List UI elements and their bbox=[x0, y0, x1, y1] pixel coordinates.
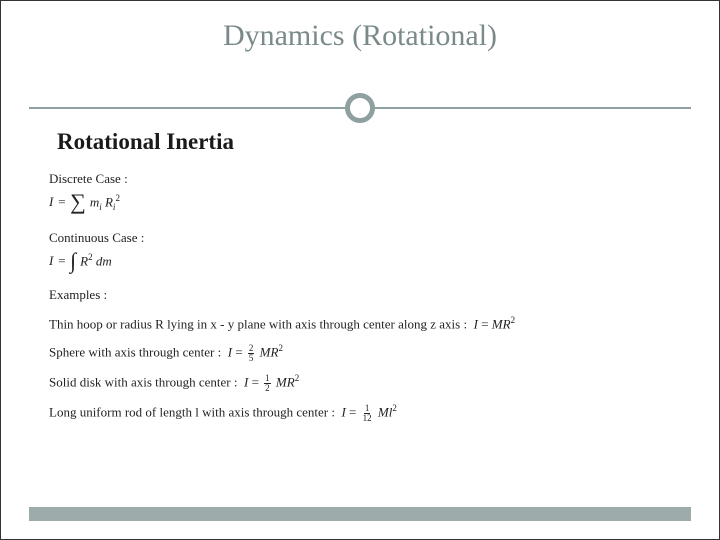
formula-lhs: I bbox=[228, 345, 232, 360]
discrete-formula: I = ∑ mi Ri2 bbox=[49, 193, 679, 212]
frac-den: 2 bbox=[264, 384, 271, 393]
formula-lhs: I bbox=[341, 404, 345, 419]
equals-sign: = bbox=[349, 404, 356, 419]
fraction: 1 2 bbox=[264, 374, 271, 393]
sup-2: 2 bbox=[278, 343, 283, 353]
content-area: Discrete Case : I = ∑ mi Ri2 Continuous … bbox=[49, 171, 679, 433]
continuous-formula: I = ∫ R2 dm bbox=[49, 252, 679, 269]
title-divider bbox=[1, 93, 719, 123]
slide: Dynamics (Rotational) Rotational Inertia… bbox=[0, 0, 720, 540]
sub-i: i bbox=[99, 202, 102, 212]
formula-lhs: I bbox=[244, 375, 248, 390]
equals-sign: = bbox=[252, 375, 259, 390]
sup-2: 2 bbox=[295, 373, 300, 383]
formula-rhs: mi Ri2 bbox=[90, 193, 120, 212]
frac-den: 12 bbox=[362, 414, 373, 423]
term-dm: dm bbox=[96, 253, 112, 268]
example-text: Solid disk with axis through center : bbox=[49, 375, 237, 390]
term-r: R bbox=[105, 194, 113, 209]
frac-den: 5 bbox=[248, 354, 255, 363]
term-m: m bbox=[90, 194, 99, 209]
section-subtitle: Rotational Inertia bbox=[57, 129, 234, 155]
footer-accent-bar bbox=[29, 507, 691, 521]
examples-label: Examples : bbox=[49, 287, 679, 303]
term-mr: MR bbox=[492, 317, 511, 332]
discrete-label: Discrete Case : bbox=[49, 171, 679, 187]
example-hoop: Thin hoop or radius R lying in x - y pla… bbox=[49, 315, 679, 333]
example-rod: Long uniform rod of length l with axis t… bbox=[49, 403, 679, 423]
equals-sign: = bbox=[57, 253, 66, 269]
example-text: Thin hoop or radius R lying in x - y pla… bbox=[49, 317, 467, 332]
term-ml: Ml bbox=[378, 404, 392, 419]
formula-lhs: I bbox=[49, 194, 53, 210]
sup-2: 2 bbox=[115, 193, 120, 203]
equals-sign: = bbox=[57, 194, 66, 210]
formula-rhs: R2 dm bbox=[80, 252, 112, 269]
sub-i2: i bbox=[113, 202, 116, 212]
equals-sign: = bbox=[235, 345, 242, 360]
divider-ring-icon bbox=[345, 93, 375, 123]
term-mr: MR bbox=[276, 375, 295, 390]
sup-2: 2 bbox=[511, 315, 516, 325]
equals-sign: = bbox=[481, 317, 488, 332]
example-sphere: Sphere with axis through center : I = 2 … bbox=[49, 343, 679, 363]
sup-2: 2 bbox=[88, 252, 93, 262]
continuous-label: Continuous Case : bbox=[49, 230, 679, 246]
sup-2: 2 bbox=[392, 403, 397, 413]
term-r: R bbox=[80, 253, 88, 268]
example-text: Sphere with axis through center : bbox=[49, 345, 221, 360]
term-mr: MR bbox=[260, 345, 279, 360]
fraction: 2 5 bbox=[248, 344, 255, 363]
formula-lhs: I bbox=[474, 317, 478, 332]
example-disk: Solid disk with axis through center : I … bbox=[49, 373, 679, 393]
formula-lhs: I bbox=[49, 253, 53, 269]
fraction: 1 12 bbox=[362, 404, 373, 423]
example-text: Long uniform rod of length l with axis t… bbox=[49, 404, 335, 419]
page-title: Dynamics (Rotational) bbox=[1, 1, 719, 53]
